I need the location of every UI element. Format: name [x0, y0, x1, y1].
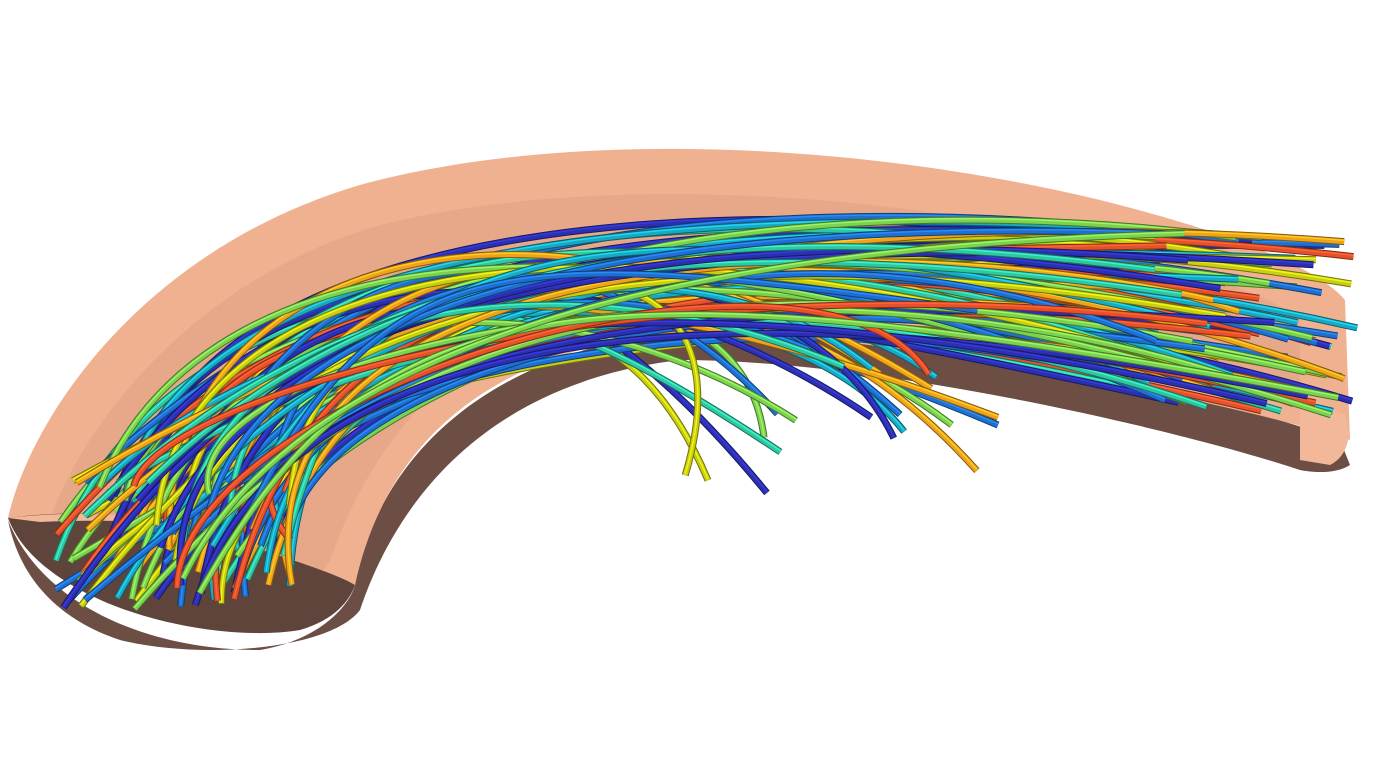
- streamline-tube: [285, 259, 1214, 586]
- streamline-tube: [205, 228, 1176, 517]
- streamline-tube: [192, 330, 1309, 606]
- streamline-tube-highlight: [194, 331, 1308, 604]
- streamline-tube: [180, 231, 1185, 580]
- streamline-tubes: [52, 212, 1358, 612]
- streamline-tube: [97, 264, 1188, 489]
- streamline-tube-highlight: [287, 259, 1214, 584]
- streamline-tube-highlight: [243, 271, 978, 525]
- streamline-tube: [132, 301, 1193, 611]
- streamline-tube-highlight: [207, 229, 1176, 515]
- streamline-tube-highlight: [182, 231, 1185, 578]
